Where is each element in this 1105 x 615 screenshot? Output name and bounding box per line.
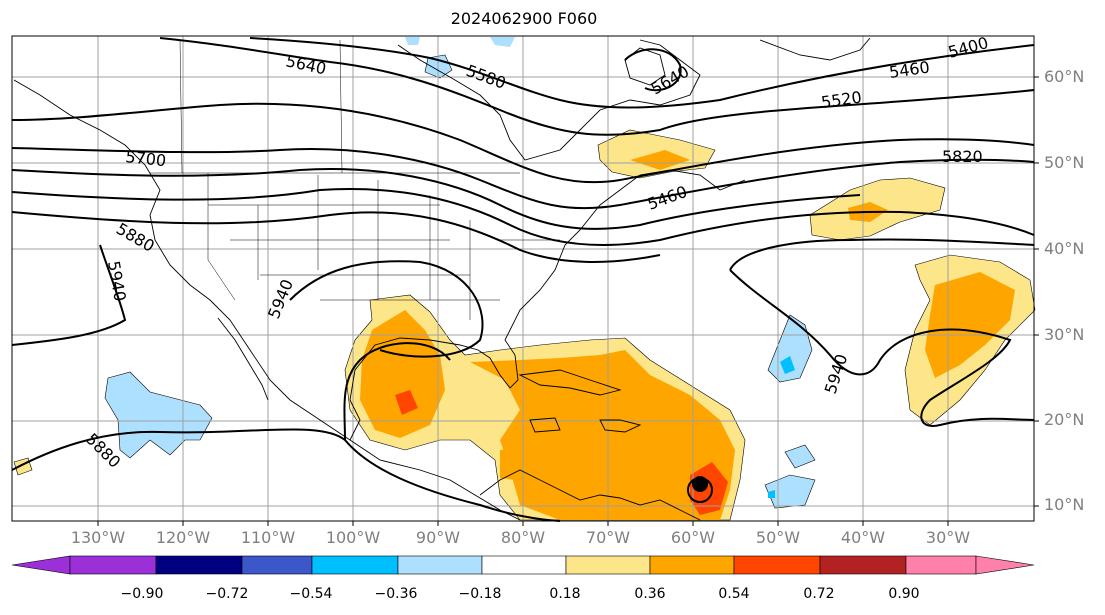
height-contours — [11, 37, 1035, 522]
colorbar-segment — [819, 555, 907, 575]
lat-label: 20°N — [1044, 410, 1085, 429]
lon-label: 90°W — [415, 528, 461, 547]
colorbar-segment — [733, 555, 821, 575]
lat-label: 10°N — [1044, 495, 1085, 514]
graticule — [12, 36, 1034, 521]
lon-label: 110°W — [240, 528, 296, 547]
lat-ticks — [1034, 76, 1039, 507]
colorbar-segment — [905, 555, 977, 575]
lon-label: 70°W — [585, 528, 631, 547]
lon-label: 40°W — [840, 528, 886, 547]
colorbar-tick-label: −0.54 — [289, 586, 333, 602]
lat-label: 60°N — [1044, 67, 1085, 86]
colorbar — [11, 555, 1035, 575]
lon-ticks — [97, 521, 949, 526]
colorbar-tick-label: 0.18 — [549, 586, 581, 602]
anomaly-fills — [13, 37, 1036, 521]
lon-label: 100°W — [325, 528, 381, 547]
low-center-marker — [692, 476, 708, 492]
colorbar-segment — [565, 555, 651, 575]
lon-label: 120°W — [155, 528, 211, 547]
map-title: 2024062900 F060 — [450, 9, 598, 28]
colorbar-tick-label: −0.72 — [205, 586, 249, 602]
coastlines — [13, 37, 871, 521]
contour-label: 5700 — [125, 147, 167, 170]
colorbar-segment — [241, 555, 313, 575]
colorbar-tick-label: 0.36 — [634, 586, 666, 602]
colorbar-tick-label: 0.54 — [718, 586, 750, 602]
colorbar-tick-label: −0.18 — [458, 586, 502, 602]
lon-label: 80°W — [500, 528, 546, 547]
negative-anomaly-pacific — [104, 371, 213, 459]
colorbar-tick-label: −0.36 — [374, 586, 418, 602]
lon-label: 30°W — [925, 528, 971, 547]
colorbar-segment — [155, 555, 243, 575]
contour-label: 5820 — [942, 147, 983, 166]
colorbar-segment — [649, 555, 735, 575]
colorbar-segment — [11, 555, 71, 575]
lon-label: 60°W — [670, 528, 716, 547]
lat-label: 40°N — [1044, 239, 1085, 258]
colorbar-tick-label: −0.90 — [120, 586, 164, 602]
colorbar-segment — [481, 555, 567, 575]
lon-label: 130°W — [70, 528, 126, 547]
colorbar-tick-label: 0.90 — [888, 586, 920, 602]
lat-label: 50°N — [1044, 153, 1085, 172]
lat-label: 30°N — [1044, 325, 1085, 344]
colorbar-tick-label: 0.72 — [803, 586, 835, 602]
colorbar-segment — [397, 555, 483, 575]
lon-label: 50°W — [755, 528, 801, 547]
colorbar-segment — [311, 555, 399, 575]
colorbar-segment — [975, 555, 1035, 575]
colorbar-segment — [69, 555, 157, 575]
